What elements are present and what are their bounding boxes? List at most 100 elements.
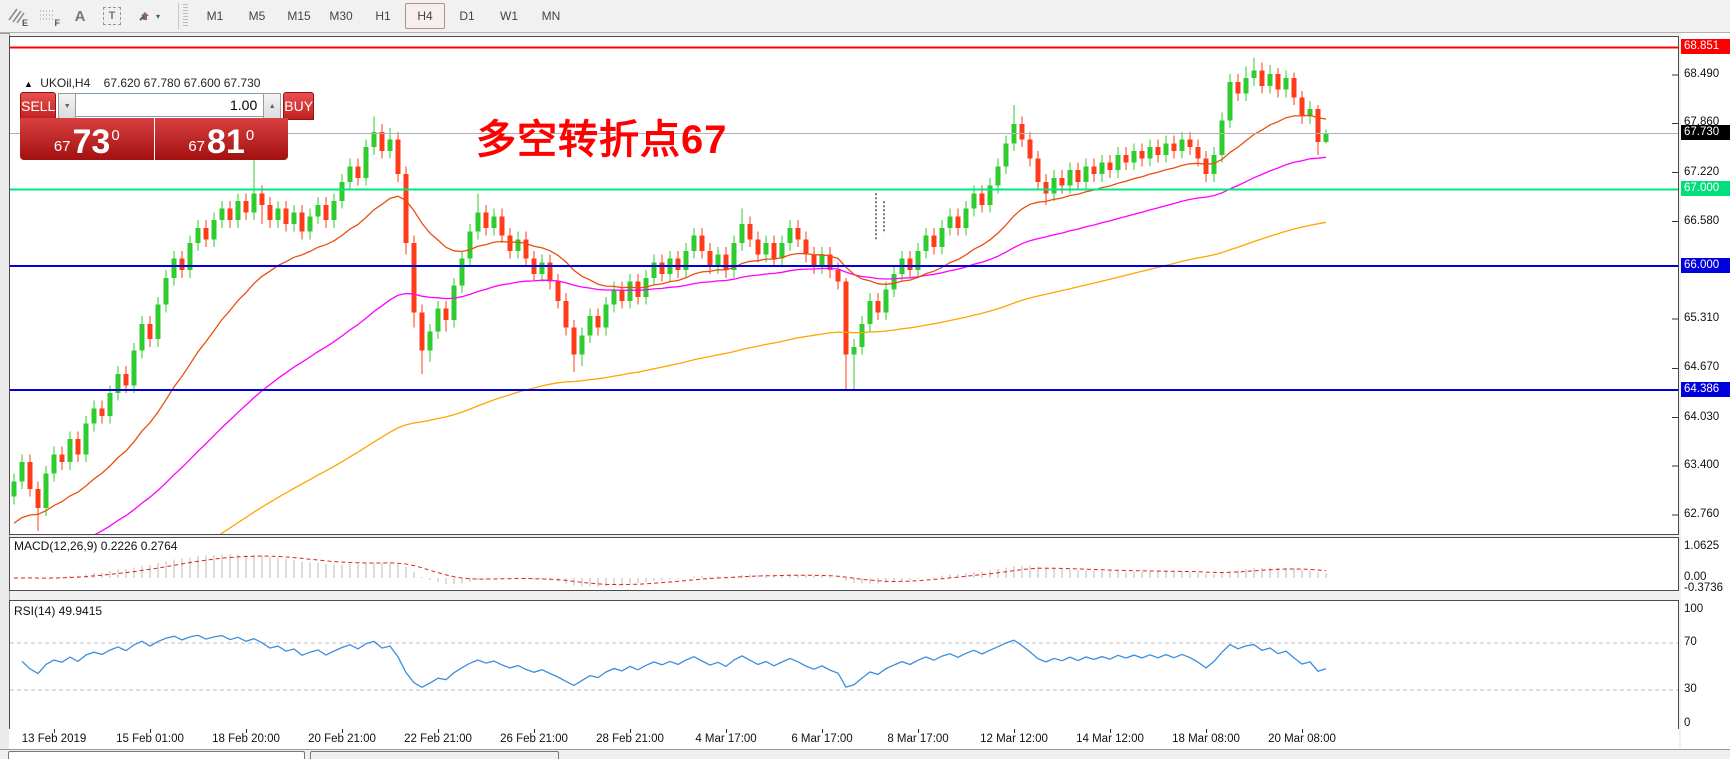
macd-axis-label: -0.3736 xyxy=(1684,582,1724,594)
main-chart-plot[interactable]: ▲ UKOil,H4 67.620 67.780 67.600 67.730 多… xyxy=(9,36,1679,535)
rsi-axis-label: 70 xyxy=(1684,636,1697,648)
timeframe-button-h1[interactable]: H1 xyxy=(375,9,391,23)
macd-label: MACD(12,26,9) 0.2226 0.2764 xyxy=(14,539,178,553)
bid-price-tile[interactable]: 67 73 0 xyxy=(20,118,154,160)
time-tick xyxy=(918,729,919,733)
time-tick xyxy=(438,729,439,733)
time-label: 18 Mar 08:00 xyxy=(1172,733,1240,745)
toolbar: E F A T ▾ M1 M5 M15 M30 H1 H4 D1 W1 MN xyxy=(0,0,1730,33)
rsi-canvas xyxy=(10,634,1678,691)
rsi-panel[interactable] xyxy=(9,600,1679,730)
price-tick-label: 64.670 xyxy=(1684,361,1720,374)
time-tick xyxy=(726,729,727,733)
time-tick xyxy=(342,729,343,733)
time-tick xyxy=(1110,729,1111,733)
one-click-trading-panel: SELL ▼ ▲ BUY 67 73 0 67 81 0 xyxy=(20,92,315,161)
timeframe-button-w1[interactable]: W1 xyxy=(500,9,518,23)
volume-stepper: ▼ ▲ xyxy=(58,92,282,119)
price-tick-label: 66.580 xyxy=(1684,214,1720,227)
price-axis[interactable]: 68.490 67.860 67.220 66.580 65.310 64.670 64.0… xyxy=(1681,33,1730,750)
time-label: 15 Feb 01:00 xyxy=(116,733,184,745)
chart-tab[interactable] xyxy=(8,751,305,759)
chart-annotation-text: 多空转折点67 xyxy=(476,118,728,162)
price-badge: 67.730 xyxy=(1681,125,1730,141)
time-label: 13 Feb 2019 xyxy=(21,733,87,745)
price-tick-label: 68.490 xyxy=(1684,68,1720,80)
arrow-objects-icon[interactable]: ▾ xyxy=(129,2,169,30)
price-tick-label: 64.030 xyxy=(1684,410,1720,423)
time-label: 26 Feb 21:00 xyxy=(500,733,568,745)
ask-big-figure: 81 xyxy=(207,122,245,161)
time-tick xyxy=(630,729,631,733)
timeframe-button-m5[interactable]: M5 xyxy=(248,9,266,23)
rsi-axis-label: 30 xyxy=(1684,683,1697,695)
time-tick xyxy=(54,729,55,733)
macd-panel[interactable] xyxy=(9,537,1679,591)
volume-down-button[interactable]: ▼ xyxy=(58,93,77,119)
experts-icon-glyph xyxy=(8,8,25,24)
price-badge: 68.851 xyxy=(1681,39,1730,55)
timeframe-button-m1[interactable]: M1 xyxy=(206,9,224,23)
volume-up-button[interactable]: ▲ xyxy=(263,93,282,119)
volume-input[interactable] xyxy=(76,93,264,117)
rsi-axis-label: 100 xyxy=(1684,603,1704,615)
time-label: 28 Feb 21:00 xyxy=(596,733,664,745)
price-badge: 64.386 xyxy=(1681,382,1730,398)
time-label: 22 Feb 21:00 xyxy=(404,733,472,745)
rsi-label: RSI(14) 49.9415 xyxy=(14,604,103,618)
ask-price-tile[interactable]: 67 81 0 xyxy=(154,118,288,161)
time-label: 18 Feb 20:00 xyxy=(212,733,280,745)
time-label: 20 Feb 21:00 xyxy=(308,733,376,745)
text-icon[interactable]: A xyxy=(74,7,86,25)
chart-tab[interactable] xyxy=(310,751,559,759)
price-tick-label: 67.220 xyxy=(1684,165,1720,178)
price-badge: 66.000 xyxy=(1681,258,1730,274)
bid-pip-digit: 0 xyxy=(111,127,120,144)
macd-axis-label: 1.0625 xyxy=(1684,540,1720,552)
timeframe-button-d1[interactable]: D1 xyxy=(459,9,475,23)
collapse-triangle-icon: ▲ xyxy=(24,79,33,89)
toolbar-separator xyxy=(178,3,179,29)
price-tick-label: 62.760 xyxy=(1684,508,1720,521)
text-label-icon[interactable]: T xyxy=(97,2,127,30)
symbol-period-label: UKOil,H4 xyxy=(40,76,91,90)
timeframe-button-m30[interactable]: M30 xyxy=(329,9,353,23)
time-tick xyxy=(246,729,247,733)
time-label: 20 Mar 08:00 xyxy=(1268,733,1336,745)
timeframe-group: M1 M5 M15 M30 H1 H4 D1 W1 MN xyxy=(194,3,572,29)
time-label: 4 Mar 17:00 xyxy=(695,733,757,745)
time-tick xyxy=(1302,729,1303,733)
price-tick-label: 63.400 xyxy=(1684,458,1720,471)
rsi-axis-label: 0 xyxy=(1684,717,1691,729)
chart-tab-strip xyxy=(0,749,1730,759)
time-label: 8 Mar 17:00 xyxy=(887,733,949,745)
timeframe-button-m15[interactable]: M15 xyxy=(287,9,311,23)
time-label: 6 Mar 17:00 xyxy=(791,733,853,745)
time-label: 14 Mar 12:00 xyxy=(1076,733,1144,745)
ask-prefix: 67 xyxy=(188,138,205,155)
experts-icon-letter: E xyxy=(21,18,28,28)
timeframe-button-h4[interactable]: H4 xyxy=(405,3,445,29)
time-tick xyxy=(150,729,151,733)
experts-icon[interactable]: E xyxy=(1,2,31,30)
bid-big-figure: 73 xyxy=(72,122,111,161)
price-tick-label: 65.310 xyxy=(1684,312,1720,325)
chevron-down-icon: ▾ xyxy=(155,11,160,21)
price-badge: 67.000 xyxy=(1681,181,1730,197)
ask-pip-digit: 0 xyxy=(245,127,255,144)
time-tick xyxy=(534,729,535,733)
toolbar-drag-handle[interactable] xyxy=(183,4,188,28)
sell-button[interactable]: SELL xyxy=(20,92,57,120)
buy-button[interactable]: BUY xyxy=(283,92,315,120)
time-axis[interactable]: 13 Feb 2019 15 Feb 01:00 18 Feb 20:00 20 Fe… xyxy=(9,729,1679,749)
bid-prefix: 67 xyxy=(53,138,71,155)
time-tick xyxy=(822,729,823,733)
objects-grid-icon[interactable]: F xyxy=(33,2,63,30)
time-tick xyxy=(1014,729,1015,733)
arrows-glyph xyxy=(139,12,149,21)
grid-icon-letter: F xyxy=(54,18,61,28)
macd-axis-label: 0.00 xyxy=(1684,571,1707,584)
macd-canvas xyxy=(13,554,1327,587)
timeframe-button-mn[interactable]: MN xyxy=(541,9,561,23)
